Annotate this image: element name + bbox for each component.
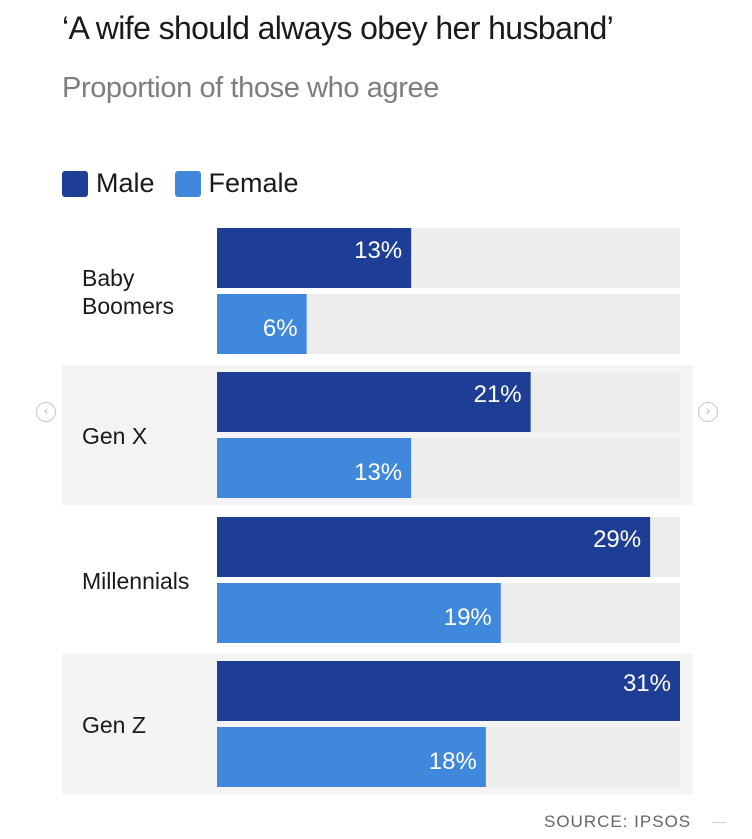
bar-male-baby-boomers — [217, 228, 412, 288]
legend-item-male: Male — [62, 168, 155, 199]
chart-title: ‘A wife should always obey her husband’ — [62, 10, 614, 46]
chart-subtitle: Proportion of those who agree — [62, 72, 439, 104]
legend-label-female: Female — [208, 168, 299, 198]
legend-swatch-male — [62, 170, 88, 197]
bar-male-millennials — [217, 517, 651, 577]
data-label-male-gen-z: 31% — [623, 670, 671, 697]
category-label-gen-x: Gen X — [82, 423, 147, 449]
chevron-right-icon: › — [705, 404, 711, 418]
chevron-left-icon: ‹ — [43, 404, 49, 418]
category-label-millennials: Millennials — [82, 568, 189, 594]
bar-female-gen-x — [217, 438, 412, 498]
bar-male-gen-z — [217, 661, 680, 721]
category-label-gen-z: Gen Z — [82, 712, 146, 738]
legend-label-male: Male — [96, 168, 155, 198]
bar-male-gen-x — [217, 372, 531, 432]
data-label-female-gen-x: 13% — [354, 459, 402, 486]
carousel-prev-button[interactable]: ‹ — [36, 402, 56, 422]
category-label-baby-boomers: Baby Boomers — [82, 265, 174, 319]
data-label-male-gen-x: 21% — [474, 381, 522, 408]
bar-female-baby-boomers — [217, 294, 307, 354]
bar-female-gen-z — [217, 727, 486, 787]
data-label-female-gen-z: 18% — [429, 748, 477, 775]
bar-female-millennials — [217, 583, 501, 643]
legend: Male Female — [62, 168, 319, 199]
legend-swatch-female — [174, 170, 201, 197]
data-label-female-baby-boomers: 6% — [263, 315, 298, 342]
data-label-male-baby-boomers: 13% — [354, 237, 402, 264]
data-label-female-millennials: 19% — [444, 604, 492, 631]
data-label-male-millennials: 29% — [593, 526, 641, 553]
source-note: SOURCE: IPSOS — [544, 812, 692, 831]
carousel-next-button[interactable]: › — [698, 402, 718, 422]
divider — [712, 822, 726, 823]
legend-item-female: Female — [174, 168, 299, 199]
